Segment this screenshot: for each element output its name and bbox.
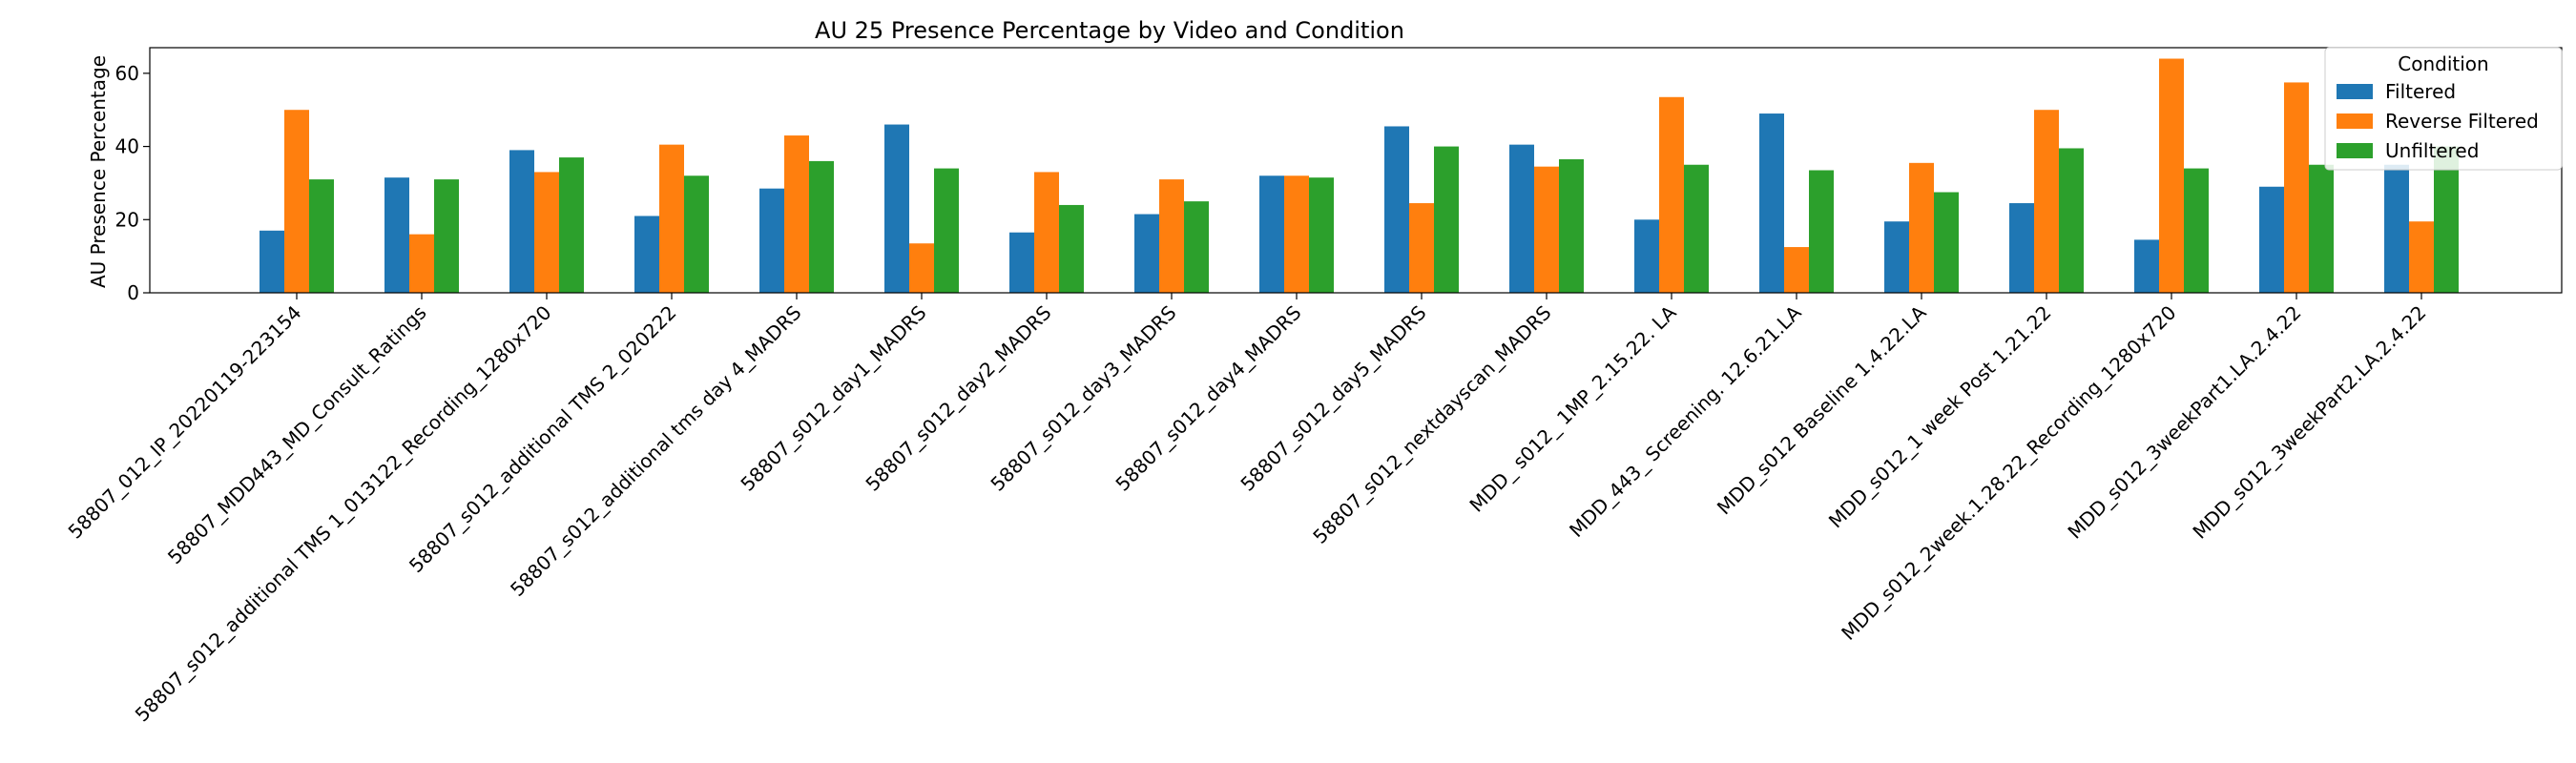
bar-filtered-1	[384, 177, 409, 293]
bar-filtered-13	[1884, 221, 1909, 293]
bar-reverse-filtered-9	[1409, 203, 1434, 293]
legend-swatch-filtered	[2337, 84, 2373, 99]
bar-reverse-filtered-1	[409, 234, 434, 293]
bar-reverse-filtered-13	[1909, 162, 1934, 293]
bar-unfiltered-8	[1309, 177, 1334, 293]
x-axis: 58807_012_IP_20220119-22315458807_MDD443…	[64, 293, 2431, 726]
y-axis: 0 20 40 60	[115, 62, 150, 304]
bars-group	[260, 58, 2459, 294]
bar-filtered-15	[2134, 239, 2159, 293]
x-tick-label: MDD_s012_1 week Post 1.21.22	[1824, 301, 2056, 533]
bar-reverse-filtered-8	[1284, 175, 1309, 293]
y-tick-label: 40	[115, 135, 139, 158]
bar-unfiltered-9	[1434, 146, 1459, 293]
bar-unfiltered-2	[559, 157, 584, 293]
bar-filtered-6	[1009, 232, 1034, 293]
y-tick-label: 60	[115, 62, 139, 85]
bar-filtered-16	[2259, 186, 2284, 293]
x-tick-label: MDD_s012_3weekPart1.LA.2.4.22	[2063, 301, 2305, 544]
bar-unfiltered-6	[1059, 204, 1084, 293]
bar-filtered-10	[1509, 144, 1534, 293]
bar-reverse-filtered-14	[2034, 110, 2059, 293]
bar-unfiltered-7	[1184, 201, 1209, 293]
y-tick-label: 20	[115, 208, 139, 231]
bar-reverse-filtered-16	[2284, 82, 2309, 293]
x-tick-label: MDD_s012_3weekPart2.LA.2.4.22	[2188, 301, 2430, 544]
bar-unfiltered-16	[2309, 164, 2334, 293]
bar-reverse-filtered-15	[2159, 58, 2184, 293]
bar-unfiltered-12	[1809, 170, 1834, 293]
plot-frame	[149, 47, 2563, 294]
bar-reverse-filtered-17	[2409, 221, 2434, 293]
bar-unfiltered-4	[809, 160, 834, 293]
bar-filtered-12	[1759, 113, 1784, 294]
bar-reverse-filtered-5	[909, 243, 934, 293]
legend-swatch-reverse-filtered	[2337, 113, 2373, 129]
x-tick-label: MDD_443_ Screening. 12.6.21.LA	[1565, 300, 1806, 542]
legend: Condition Filtered Reverse Filtered Unfilt…	[2324, 47, 2563, 171]
legend-title: Condition	[2398, 52, 2488, 75]
bar-unfiltered-3	[684, 175, 709, 293]
bar-filtered-11	[1634, 219, 1659, 293]
bar-reverse-filtered-7	[1159, 179, 1184, 293]
legend-box	[2324, 47, 2563, 171]
legend-swatch-unfiltered	[2337, 143, 2373, 158]
bar-reverse-filtered-10	[1534, 166, 1559, 293]
bar-filtered-4	[759, 188, 784, 293]
bar-filtered-9	[1384, 126, 1409, 293]
bar-filtered-17	[2384, 164, 2409, 293]
legend-label-unfiltered: Unfiltered	[2385, 139, 2479, 162]
x-tick-label: 58807_s012_additional TMS 1_013122_Recor…	[131, 301, 556, 727]
x-tick-label: MDD_s012 Baseline 1.4.22.LA	[1713, 300, 1931, 519]
chart-title: AU 25 Presence Percentage by Video and C…	[815, 17, 1404, 44]
bar-reverse-filtered-11	[1659, 96, 1684, 293]
y-tick-label: 0	[127, 281, 139, 304]
legend-items: Filtered Reverse Filtered Unfiltered	[2337, 80, 2539, 162]
bar-filtered-3	[634, 216, 659, 293]
bar-reverse-filtered-4	[784, 135, 809, 293]
bar-unfiltered-17	[2434, 146, 2459, 293]
bar-unfiltered-1	[434, 179, 459, 293]
bar-unfiltered-15	[2184, 168, 2209, 293]
legend-label-filtered: Filtered	[2385, 80, 2456, 103]
bar-unfiltered-11	[1684, 164, 1709, 293]
bar-unfiltered-14	[2059, 148, 2084, 293]
x-tick-label: MDD_ s012_ 1MP_2.15.22. LA	[1465, 300, 1680, 516]
bar-filtered-5	[884, 124, 909, 293]
legend-label-reverse-filtered: Reverse Filtered	[2385, 110, 2539, 133]
x-tick-label: 58807_s012_additional tms day 4_MADRS	[506, 301, 806, 602]
x-tick-label: 58807_s012_nextdayscan_MADRS	[1308, 301, 1555, 548]
bar-reverse-filtered-12	[1784, 247, 1809, 293]
x-tick-label: 58807_012_IP_20220119-223154	[64, 301, 306, 544]
bar-filtered-2	[509, 150, 534, 293]
bar-filtered-7	[1134, 214, 1159, 293]
bar-reverse-filtered-3	[659, 144, 684, 293]
bar-unfiltered-5	[934, 168, 959, 293]
bar-filtered-0	[260, 230, 284, 293]
x-tick-label: 58807_MDD443_MD_Consult_Ratings	[163, 301, 431, 569]
bar-unfiltered-13	[1934, 192, 1959, 293]
y-axis-label: AU Presence Percentage	[87, 55, 110, 288]
bar-filtered-8	[1259, 175, 1284, 293]
bar-reverse-filtered-6	[1034, 172, 1059, 293]
bar-filtered-14	[2009, 203, 2034, 293]
x-tick-label: 58807_s012_additional TMS 2_020222	[405, 301, 681, 578]
bar-reverse-filtered-2	[534, 172, 559, 293]
bar-unfiltered-0	[309, 179, 334, 293]
bar-unfiltered-10	[1559, 158, 1584, 293]
bar-reverse-filtered-0	[284, 110, 309, 293]
